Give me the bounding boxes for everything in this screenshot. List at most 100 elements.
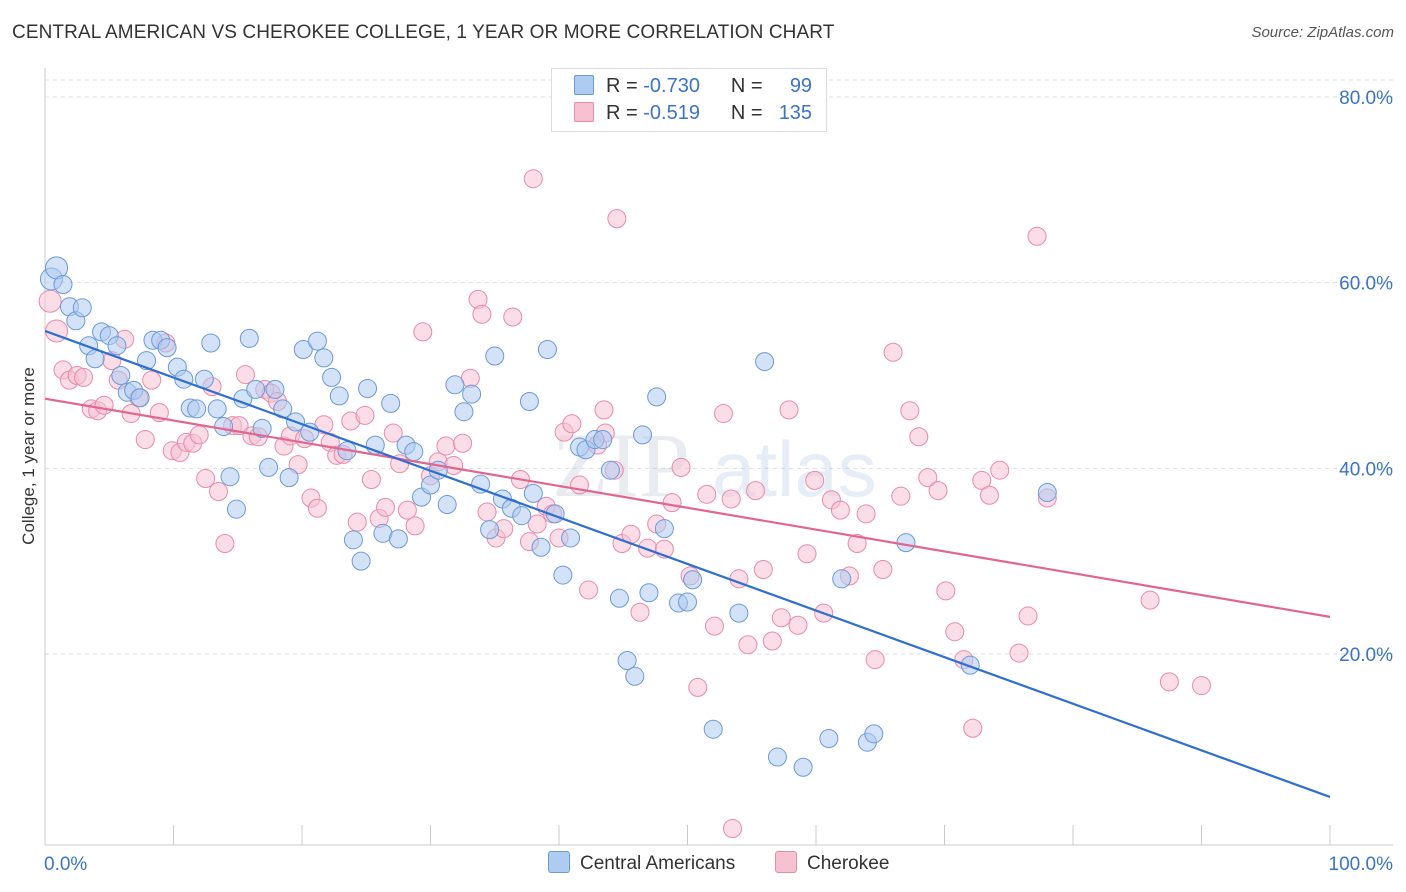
cherokee-point — [347, 512, 367, 532]
r-value-cherokee: -0.519 — [643, 102, 700, 124]
central-american-point — [293, 340, 313, 360]
central-american-point — [381, 393, 401, 413]
cherokee-point — [38, 289, 62, 313]
cherokee-point — [847, 534, 867, 554]
cherokee-point — [753, 560, 773, 580]
central-american-point — [819, 728, 839, 748]
central-american-point — [462, 384, 482, 404]
central-american-point — [639, 583, 659, 603]
cherokee-point — [856, 504, 876, 524]
cherokee-point — [945, 622, 965, 642]
n-value-cherokee: 135 — [778, 102, 813, 124]
central-american-point — [896, 533, 916, 553]
cherokee-point — [805, 470, 825, 490]
cherokee-point — [527, 514, 547, 534]
central-american-point — [404, 442, 424, 462]
cherokee-point — [746, 481, 766, 501]
cherokee-trend-line — [44, 397, 1331, 618]
central-american-point — [107, 336, 127, 356]
central-american-point — [480, 520, 500, 540]
cherokee-point — [738, 635, 758, 655]
central-american-point — [358, 378, 378, 398]
cherokee-point — [196, 469, 216, 489]
central-american-point — [683, 570, 703, 590]
central-american-point — [437, 495, 457, 515]
r-label: R = — [606, 102, 638, 124]
central-american-point — [523, 483, 543, 503]
cherokee-point — [722, 819, 742, 839]
cherokee-point — [630, 602, 650, 622]
cherokee-point — [472, 304, 492, 324]
cherokee-point — [918, 468, 938, 488]
cherokee-point — [1027, 226, 1047, 246]
cherokee-point — [762, 631, 782, 651]
source-credit: Source: ZipAtlas.com — [1251, 24, 1394, 41]
central-american-point — [703, 719, 723, 739]
cherokee-point — [990, 460, 1010, 480]
cherokee-point — [704, 616, 724, 636]
central-american-point — [755, 352, 775, 372]
watermark: ZIP atlas — [552, 414, 877, 516]
cherokee-point — [405, 516, 425, 536]
bottom-legend-cherokee: Cherokee — [775, 851, 889, 875]
cherokee-point — [215, 534, 235, 554]
cherokee-point — [900, 401, 920, 421]
central-americans-points — [39, 256, 1057, 777]
cherokee-point — [562, 414, 582, 434]
central-american-point — [53, 275, 73, 295]
central-american-point — [609, 588, 629, 608]
x-tick-min: 0.0% — [44, 854, 87, 875]
central-american-point — [111, 366, 131, 385]
cherokee-point — [721, 489, 741, 509]
central-american-point — [767, 747, 787, 767]
central-american-point — [314, 348, 334, 368]
central-american-point — [454, 402, 474, 422]
cherokee-point — [376, 497, 396, 517]
cherokee-point — [865, 650, 885, 670]
legend-row-central-americans: R = -0.730 N = 99 — [574, 75, 812, 101]
r-value-central-americans: -0.730 — [643, 75, 700, 97]
cherokee-point — [436, 436, 456, 456]
y-axis-title: College, 1 year or more — [19, 367, 38, 545]
central-american-point — [617, 650, 637, 670]
cherokee-point — [963, 718, 983, 738]
central-american-point — [445, 375, 465, 395]
pink-swatch-icon — [574, 102, 594, 122]
central-american-point — [239, 328, 259, 348]
cherokee-point — [453, 433, 473, 453]
central-american-point — [729, 603, 749, 623]
cherokee-point — [771, 608, 791, 628]
y-tick-label: 40.0% — [1339, 459, 1393, 480]
central-american-point — [654, 519, 674, 539]
central-american-point — [322, 367, 342, 387]
cherokee-point — [594, 400, 614, 420]
cherokee-point — [688, 677, 708, 697]
central-american-point — [252, 418, 272, 438]
central-american-point — [537, 340, 557, 360]
y-tick-label: 80.0% — [1339, 88, 1393, 109]
x-tick-max: 100.0% — [1329, 854, 1394, 875]
cherokee-point — [873, 560, 893, 580]
cherokee-point — [697, 484, 717, 504]
n-label: N = — [730, 75, 763, 97]
central-americans-trend-line — [44, 329, 1331, 798]
central-american-point — [187, 399, 207, 419]
central-american-point — [1037, 482, 1057, 502]
central-american-point — [678, 592, 697, 612]
legend-label-central-americans: Central Americans — [580, 853, 736, 874]
cherokee-point — [607, 209, 627, 229]
cherokee-point — [288, 455, 308, 475]
cherokee-point — [208, 482, 228, 502]
central-american-point — [553, 565, 573, 585]
cherokee-point — [361, 469, 381, 489]
cherokee-point — [830, 500, 850, 520]
central-american-point — [512, 506, 532, 526]
cherokee-point — [909, 427, 929, 447]
central-american-point — [214, 417, 234, 437]
central-american-point — [864, 724, 884, 744]
cherokee-point — [713, 404, 733, 424]
central-american-point — [832, 569, 852, 589]
central-american-point — [793, 757, 813, 777]
y-tick-label: 60.0% — [1339, 274, 1393, 295]
cherokee-point — [979, 485, 999, 505]
